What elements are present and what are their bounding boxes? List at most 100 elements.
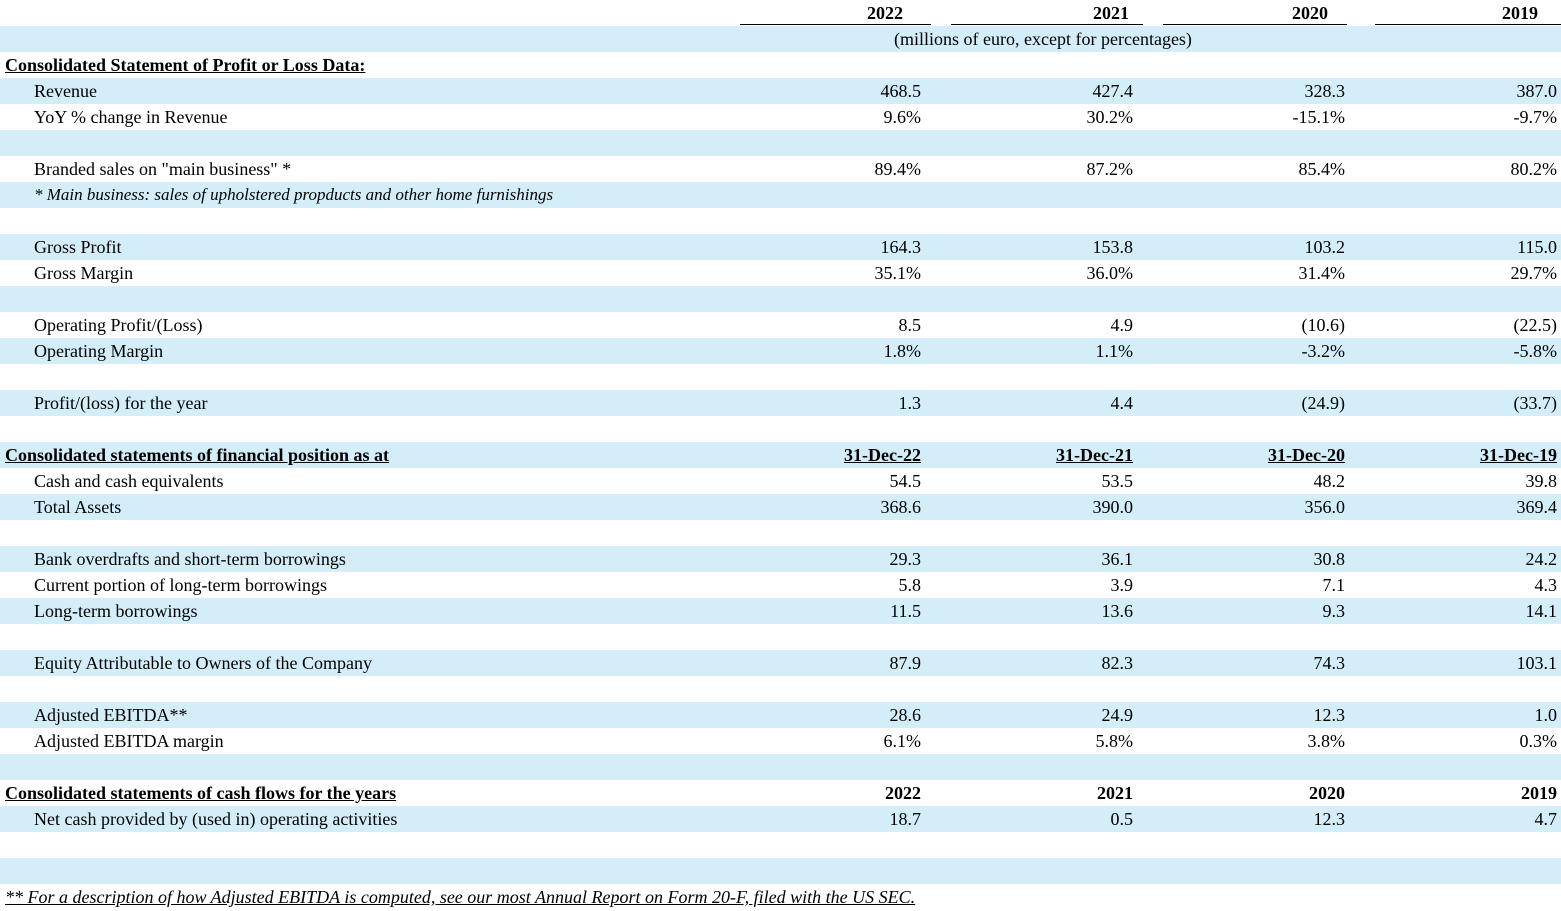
value-2019: 24.2 — [1525, 549, 1558, 569]
row-label: Profit/(loss) for the year — [34, 393, 208, 413]
date-header-2022: 31-Dec-22 — [844, 445, 921, 465]
row-label: Net cash provided by (used in) operating… — [34, 809, 398, 829]
value-2019: 0.3% — [1519, 731, 1558, 751]
row-label: Current portion of long-term borrowings — [34, 575, 327, 595]
cash-flow-year-2022: 2022 — [885, 783, 921, 803]
value-2020: 31.4% — [1298, 263, 1346, 283]
value-2022: 368.6 — [880, 497, 922, 517]
section-row: Consolidated statements of financial pos… — [0, 442, 1561, 468]
spacer-row — [0, 832, 1561, 858]
value-2022: 54.5 — [889, 471, 922, 491]
header-underline — [740, 24, 931, 25]
value-2021: 4.4 — [1110, 393, 1134, 413]
date-header-2020: 31-Dec-20 — [1268, 445, 1345, 465]
ebitda-footnote: ** For a description of how Adjusted EBI… — [5, 887, 916, 907]
value-2019: 1.0 — [1534, 705, 1558, 725]
units-subtitle: (millions of euro, except for percentage… — [894, 29, 1192, 49]
value-2021: 87.2% — [1086, 159, 1134, 179]
value-2020: 3.8% — [1307, 731, 1346, 751]
value-2019: 39.8 — [1525, 471, 1558, 491]
value-2020: (24.9) — [1301, 393, 1346, 413]
row-label: Equity Attributable to Owners of the Com… — [34, 653, 372, 673]
value-2022: 29.3 — [889, 549, 922, 569]
value-2021: 82.3 — [1101, 653, 1134, 673]
spacer-row — [0, 130, 1561, 156]
table-row-operating-profit: Operating Profit/(Loss) 8.5 4.9 (10.6) (… — [0, 312, 1561, 338]
value-2022: 87.9 — [889, 653, 922, 673]
value-2020: 328.3 — [1304, 81, 1346, 101]
spacer-row — [0, 286, 1561, 312]
header-underline — [1375, 24, 1561, 25]
section-title-profit-loss: Consolidated Statement of Profit or Loss… — [5, 55, 366, 75]
year-header-2021: 2021 — [1093, 3, 1129, 23]
row-label: Total Assets — [34, 497, 122, 517]
value-2022: 164.3 — [880, 237, 922, 257]
row-label: Gross Profit — [34, 237, 122, 257]
table-row-adj-ebitda: Adjusted EBITDA** 28.6 24.9 12.3 1.0 — [0, 702, 1561, 728]
note-row: * Main business: sales of upholstered pr… — [0, 182, 1561, 208]
value-2020: 30.8 — [1313, 549, 1346, 569]
value-2021: 1.1% — [1095, 341, 1134, 361]
value-2022: 89.4% — [874, 159, 922, 179]
table-row-adj-ebitda-margin: Adjusted EBITDA margin 6.1% 5.8% 3.8% 0.… — [0, 728, 1561, 754]
value-2019: 29.7% — [1510, 263, 1558, 283]
value-2021: 153.8 — [1092, 237, 1134, 257]
row-label: Operating Margin — [34, 341, 164, 361]
section-title-financial-position: Consolidated statements of financial pos… — [5, 445, 390, 465]
table-row-operating-margin: Operating Margin 1.8% 1.1% -3.2% -5.8% — [0, 338, 1561, 364]
value-2020: 356.0 — [1304, 497, 1346, 517]
table-row-branded-sales: Branded sales on "main business" * 89.4%… — [0, 156, 1561, 182]
value-2019: -5.8% — [1513, 341, 1558, 361]
spacer-row — [0, 416, 1561, 442]
year-header-2022: 2022 — [867, 3, 903, 23]
year-header-row: 2022 2021 2020 2019 — [0, 0, 1561, 26]
table-row-current-ltb: Current portion of long-term borrowings … — [0, 572, 1561, 598]
value-2019: 103.1 — [1516, 653, 1558, 673]
value-2022: 6.1% — [883, 731, 922, 751]
value-2022: 5.8 — [898, 575, 922, 595]
row-label: Revenue — [34, 81, 97, 101]
value-2021: 4.9 — [1110, 315, 1134, 335]
value-2019: 369.4 — [1516, 497, 1558, 517]
value-2021: 36.1 — [1101, 549, 1134, 569]
table-row-bank-overdrafts: Bank overdrafts and short-term borrowing… — [0, 546, 1561, 572]
table-row-operating-cash: Net cash provided by (used in) operating… — [0, 806, 1561, 832]
table-row-ltb: Long-term borrowings 11.5 13.6 9.3 14.1 — [0, 598, 1561, 624]
value-2021: 390.0 — [1092, 497, 1134, 517]
value-2019: 4.7 — [1534, 809, 1558, 829]
value-2021: 5.8% — [1095, 731, 1134, 751]
value-2019: 115.0 — [1517, 237, 1557, 257]
value-2021: 0.5 — [1110, 809, 1134, 829]
value-2019: 387.0 — [1516, 81, 1558, 101]
header-underline — [1163, 24, 1347, 25]
spacer-row — [0, 624, 1561, 650]
value-2020: 12.3 — [1313, 809, 1346, 829]
value-2020: -15.1% — [1292, 107, 1346, 127]
row-label: Gross Margin — [34, 263, 134, 283]
value-2019: 80.2% — [1510, 159, 1558, 179]
row-label: Long-term borrowings — [34, 601, 198, 621]
table-row-profit-year: Profit/(loss) for the year 1.3 4.4 (24.9… — [0, 390, 1561, 416]
table-row-equity: Equity Attributable to Owners of the Com… — [0, 650, 1561, 676]
cash-flow-year-2020: 2020 — [1309, 783, 1345, 803]
value-2020: -3.2% — [1301, 341, 1346, 361]
cash-flow-year-2021: 2021 — [1097, 783, 1133, 803]
table-row-gross-profit: Gross Profit 164.3 153.8 103.2 115.0 — [0, 234, 1561, 260]
branded-sales-note: * Main business: sales of upholstered pr… — [34, 185, 554, 204]
value-2020: 74.3 — [1313, 653, 1346, 673]
value-2020: 9.3 — [1322, 601, 1346, 621]
value-2022: 9.6% — [883, 107, 922, 127]
value-2021: 427.4 — [1092, 81, 1134, 101]
value-2021: 30.2% — [1086, 107, 1134, 127]
value-2019: 14.1 — [1525, 601, 1558, 621]
value-2021: 24.9 — [1101, 705, 1134, 725]
row-label: YoY % change in Revenue — [34, 107, 228, 127]
value-2020: 103.2 — [1304, 237, 1346, 257]
value-2021: 3.9 — [1110, 575, 1134, 595]
table-row-gross-margin: Gross Margin 35.1% 36.0% 31.4% 29.7% — [0, 260, 1561, 286]
row-label: Operating Profit/(Loss) — [34, 315, 203, 335]
date-header-2019: 31-Dec-19 — [1480, 445, 1557, 465]
year-header-2019: 2019 — [1502, 3, 1538, 23]
row-label: Adjusted EBITDA margin — [34, 731, 224, 751]
spacer-row — [0, 364, 1561, 390]
